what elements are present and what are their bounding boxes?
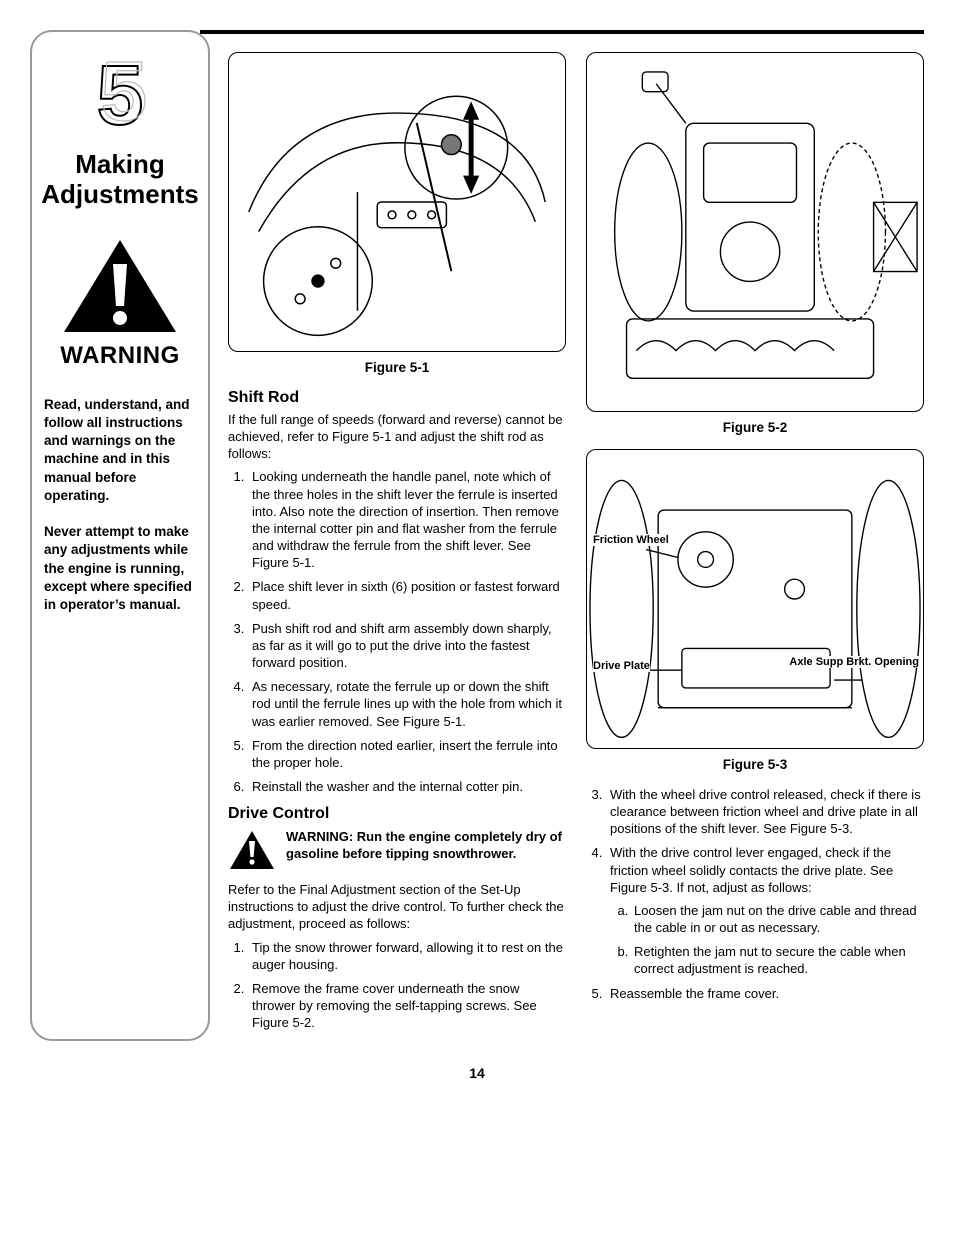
shift-rod-step: Reinstall the washer and the internal co… [248, 778, 566, 795]
figure-5-3-label-axle-supp: Axle Supp Brkt. Opening [789, 656, 919, 668]
chapter-number-glyph: 5 5 [85, 52, 155, 142]
figure-5-2-caption: Figure 5-2 [586, 420, 924, 435]
drive-control-heading: Drive Control [228, 805, 566, 823]
drive-control-substep: Retighten the jam nut to secure the cabl… [632, 943, 924, 977]
figure-5-3-box: Friction Wheel Drive Plate Axle Supp Brk… [586, 449, 924, 749]
drive-control-step: Tip the snow thrower forward, allowing i… [248, 939, 566, 973]
page-number: 14 [30, 1065, 924, 1081]
column-right: Figure 5-2 [586, 52, 924, 1041]
figure-5-1-diagram [229, 53, 565, 351]
figure-5-3-diagram [587, 450, 923, 748]
sidebar-panel: 5 5 Making Adjustments WARNING Read, und… [30, 30, 210, 1041]
drive-control-substep: Loosen the jam nut on the drive cable an… [632, 902, 924, 936]
figure-5-2-diagram [587, 53, 923, 411]
warning-triangle-icon [228, 829, 276, 871]
svg-text:5: 5 [101, 52, 148, 138]
drive-control-steps-left: Tip the snow thrower forward, allowing i… [228, 939, 566, 1032]
shift-rod-step: Place shift lever in sixth (6) position … [248, 578, 566, 612]
main-content: Figure 5-1 Shift Rod If the full range o… [228, 30, 924, 1041]
shift-rod-heading: Shift Rod [228, 389, 566, 407]
warning-triangle-icon [60, 236, 180, 336]
shift-rod-step: Push shift rod and shift arm assembly do… [248, 620, 566, 671]
sidebar-title-line2: Adjustments [41, 179, 198, 209]
warning-paragraph-2: Never attempt to make any adjustments wh… [44, 523, 196, 614]
warning-paragraph-1: Read, understand, and follow all instruc… [44, 396, 196, 505]
figure-5-1-box [228, 52, 566, 352]
column-left: Figure 5-1 Shift Rod If the full range o… [228, 52, 566, 1041]
drive-control-warning: WARNING: Run the engine completely dry o… [228, 829, 566, 871]
drive-control-substeps: Loosen the jam nut on the drive cable an… [610, 902, 924, 978]
shift-rod-steps: Looking underneath the handle panel, not… [228, 468, 566, 795]
figure-5-3-label-friction-wheel: Friction Wheel [593, 534, 669, 546]
drive-control-step: With the wheel drive control released, c… [606, 786, 924, 837]
warning-heading: WARNING [60, 342, 180, 370]
drive-control-step: Remove the frame cover underneath the sn… [248, 980, 566, 1031]
drive-control-step-text: With the drive control lever engaged, ch… [610, 845, 893, 894]
shift-rod-step: From the direction noted earlier, insert… [248, 737, 566, 771]
shift-rod-step: As necessary, rotate the ferrule up or d… [248, 678, 566, 729]
figure-5-3-caption: Figure 5-3 [586, 757, 924, 772]
sidebar-title: Making Adjustments [41, 150, 198, 210]
drive-control-intro: Refer to the Final Adjustment section of… [228, 881, 566, 932]
shift-rod-step: Looking underneath the handle panel, not… [248, 468, 566, 571]
figure-5-1-caption: Figure 5-1 [228, 360, 566, 375]
drive-control-step: With the drive control lever engaged, ch… [606, 844, 924, 977]
top-rule [200, 30, 924, 34]
page-layout: 5 5 Making Adjustments WARNING Read, und… [30, 30, 924, 1041]
sidebar-title-line1: Making [75, 149, 165, 179]
shift-rod-intro: If the full range of speeds (forward and… [228, 411, 566, 462]
figure-5-3-label-drive-plate: Drive Plate [593, 660, 650, 672]
figure-5-2-box [586, 52, 924, 412]
drive-control-steps-right: With the wheel drive control released, c… [586, 786, 924, 1002]
drive-control-warning-text: WARNING: Run the engine completely dry o… [286, 829, 566, 863]
drive-control-step: Reassemble the frame cover. [606, 985, 924, 1002]
